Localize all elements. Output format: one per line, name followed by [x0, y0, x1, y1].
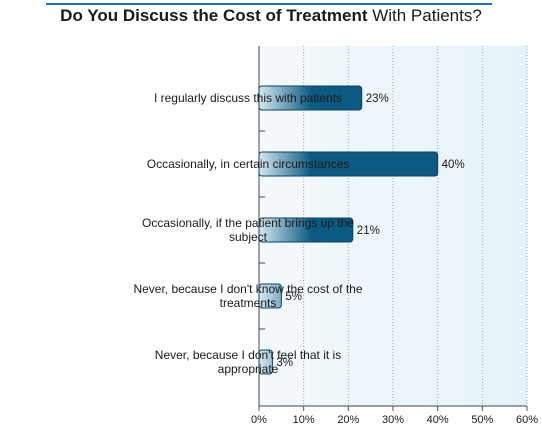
category-label: appropriate [218, 362, 279, 376]
bar-value-label: 23% [366, 93, 389, 105]
x-tick-label: 50% [471, 414, 493, 426]
x-tick-label: 60% [516, 414, 538, 426]
title-rule [46, 3, 492, 5]
chart-title-regular: With Patients? [367, 6, 482, 25]
bar-value-label: 40% [442, 159, 465, 171]
chart-title: Do You Discuss the Cost of Treatment Wit… [0, 6, 542, 26]
category-label: Occasionally, if the patient brings up t… [142, 216, 354, 230]
bar-value-label: 21% [357, 225, 380, 237]
bar [258, 217, 354, 243]
bar-value-label: 5% [285, 291, 302, 303]
category-label: I regularly discuss this with patients [154, 91, 342, 105]
bar [258, 349, 273, 375]
x-tick-label: 20% [337, 414, 359, 426]
category-label: treatments [220, 296, 277, 310]
x-tick-label: 0% [251, 414, 267, 426]
category-label: Occasionally, in certain circumstances [147, 157, 350, 171]
bar-value-label: 3% [276, 357, 293, 369]
category-label: Never, because I don't feel that it is [155, 348, 341, 362]
x-tick-label: 30% [382, 414, 404, 426]
x-tick-label: 40% [427, 414, 449, 426]
x-tick-label: 10% [293, 414, 315, 426]
category-label: Never, because I don't know the cost of … [133, 282, 362, 296]
chart-title-bold: Do You Discuss the Cost of Treatment [60, 6, 368, 25]
bar [258, 283, 282, 309]
bar [258, 85, 363, 111]
category-label: subject [229, 230, 268, 244]
bar [258, 151, 439, 177]
